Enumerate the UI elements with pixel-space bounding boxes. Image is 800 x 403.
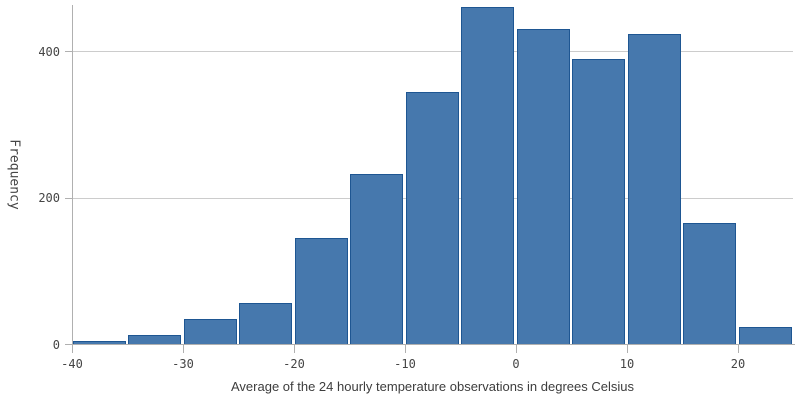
histogram-bar[interactable] <box>739 327 792 345</box>
x-axis-tick <box>405 345 406 353</box>
x-axis-tick <box>72 345 73 353</box>
x-axis-tick <box>627 345 628 353</box>
histogram-bar[interactable] <box>184 319 237 345</box>
y-axis-tick-label: 200 <box>38 191 60 205</box>
x-axis-tick-label: 0 <box>512 357 520 371</box>
y-axis-tick <box>65 51 72 52</box>
histogram-bar[interactable] <box>683 223 736 345</box>
histogram-bar[interactable] <box>239 303 292 345</box>
y-axis-tick-label: 0 <box>52 338 60 352</box>
histogram-bar[interactable] <box>461 7 514 345</box>
y-axis-tick <box>65 198 72 199</box>
x-axis-tick-label: -30 <box>172 357 194 371</box>
x-axis-title: Average of the 24 hourly temperature obs… <box>231 379 634 394</box>
histogram-bar[interactable] <box>628 34 681 345</box>
histogram-bar[interactable] <box>350 174 403 345</box>
y-axis-line <box>72 5 73 345</box>
x-axis-tick <box>738 345 739 353</box>
histogram-bar[interactable] <box>73 341 126 345</box>
x-axis-line <box>72 344 795 345</box>
y-axis-tick <box>65 344 72 345</box>
x-axis-tick <box>516 345 517 353</box>
gridline <box>72 51 793 52</box>
histogram-bar[interactable] <box>517 29 570 345</box>
x-axis-tick-label: 10 <box>619 357 635 371</box>
histogram-bar[interactable] <box>295 238 348 345</box>
x-axis-tick-label: -40 <box>61 357 83 371</box>
x-axis-tick-label: -20 <box>283 357 305 371</box>
y-axis-tick-label: 400 <box>38 45 60 59</box>
x-axis-tick <box>294 345 295 353</box>
histogram-bar[interactable] <box>406 92 459 345</box>
x-axis-tick-label: 20 <box>730 357 746 371</box>
x-axis-tick <box>183 345 184 353</box>
x-axis-tick-label: -10 <box>394 357 416 371</box>
histogram-bar[interactable] <box>572 59 625 345</box>
histogram-bar[interactable] <box>128 335 181 345</box>
